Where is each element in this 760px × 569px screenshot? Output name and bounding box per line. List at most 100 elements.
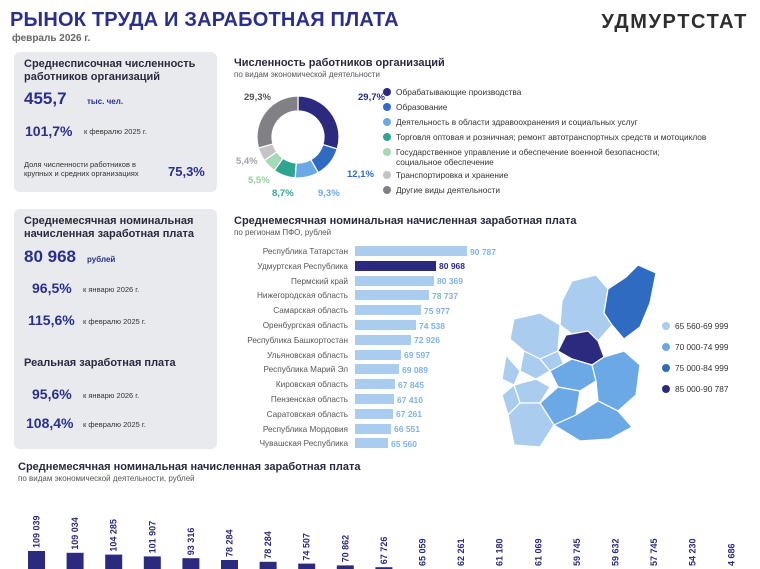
industry-bar [105,554,123,569]
region-bar [355,438,388,449]
donut-legend: Обрабатывающие производства Образование Де… [383,87,748,200]
employment-value: 455,7 [24,89,67,108]
region-bar [355,423,391,434]
donut-title: Численность работников организаций [234,57,445,69]
donut-value-label: 29,3% [244,92,271,103]
region-label: Республика Башкортостан [247,335,348,345]
region-label: Оренбургская область [262,321,348,330]
region-value-label: 67 261 [396,409,422,420]
legend-label: Деятельность в области здравоохранения и… [396,117,638,127]
legend-label: Государственное управление и обеспечение… [396,147,660,167]
real-wage-title: Реальная заработная плата [24,357,176,369]
region-bar [355,364,399,375]
region-label: Республика Татарстан [262,247,348,256]
industry-value-label: 67 726 [379,537,389,565]
industries-bar-chart: 109 039 109 034 104 285 101 907 93 316 78 284… [28,515,736,569]
legend-label: 65 560-69 999 [675,321,729,331]
region-bar [355,320,416,330]
real-wage-change2-value: 108,4% [26,415,74,431]
region-label: Ульяновская область [267,350,348,360]
donut-legend-item: Государственное управление и обеспечение… [383,147,748,167]
industry-value-label: 104 285 [109,519,119,552]
industry-value-label: 93 316 [186,528,196,556]
wage-unit: рублей [87,255,116,264]
donut-value-label: 5,5% [248,175,270,186]
legend-swatch [383,133,391,141]
map-region-kirov [559,274,613,342]
legend-swatch [662,343,670,351]
industry-bar [66,552,84,569]
legend-label: 70 000-74 999 [675,342,729,352]
donut-chart: 29,7% 12,1% 9,3% 8,7%5,5% 5,4% 29,3% [236,92,385,199]
industry-value-label: 74 507 [302,533,312,561]
map-region-bashkortostan [591,350,641,412]
legend-swatch [662,385,670,393]
industry-bar [336,565,354,569]
pfo-map [501,264,657,448]
wage-change1-value: 96,5% [32,280,72,296]
legend-label: Торговля оптовая и розничная; ремонт авт… [396,132,707,142]
region-value-label: 67 410 [397,394,423,405]
region-label: Самарская область [273,306,348,316]
region-value-label: 69 597 [404,350,430,361]
real-wage-change1-label: к январю 2026 г. [83,391,140,400]
regions-bar-chart: Республика Татарстан 90 787 Удмуртская Рес… [228,246,518,458]
industry-value-label: 109 034 [70,517,80,550]
legend-swatch [383,88,391,96]
region-value-label: 74 538 [419,320,445,331]
employment-title: Среднесписочная численность работников о… [24,58,196,83]
region-label: Республика Марий Эл [263,365,348,375]
wage-change2-value: 115,6% [28,312,75,328]
legend-label: 85 000-90 787 [675,384,729,394]
employment-change-label: к февралю 2025 г. [84,127,147,136]
region-value-label: 80 369 [437,276,463,287]
industry-value-label: 59 632 [611,538,621,566]
regions-title: Среднемесячная номинальная начисленная з… [234,215,577,227]
legend-swatch [383,118,391,126]
industry-value-label: 57 745 [649,538,659,566]
map-legend-item: 75 000-84 999 [662,363,729,373]
region-bar [355,334,411,345]
map-region-mordovia [501,353,521,386]
wage-change1-label: к январю 2026 г. [83,285,140,294]
region-bar [355,260,436,271]
wage-change2-label: к февралю 2025 г. [83,317,146,326]
donut-legend-item: Другие виды деятельности [383,185,748,195]
regions-subtitle: по регионам ПФО, рублей [234,228,332,237]
donut-value-label: 12,1% [347,169,374,180]
industry-value-label: 4 686 [726,543,736,566]
industry-bar [143,556,161,569]
industry-value-label: 54 230 [688,538,698,566]
employment-panel [14,52,217,192]
legend-label: Обрабатывающие производства [396,87,522,97]
legend-swatch [383,103,391,111]
region-label: Саратовская область [266,409,348,419]
region-value-label: 65 560 [391,438,417,449]
legend-swatch [662,364,670,372]
donut-value-label: 8,7% [272,188,294,199]
region-label: Пермский край [291,276,348,286]
real-wage-change1-value: 95,6% [32,386,72,402]
share-label: Доля численности работников в крупных и … [24,160,139,178]
legend-swatch [383,148,391,156]
industries-subtitle: по видам экономической деятельности, руб… [18,474,195,483]
industry-bar [28,551,45,569]
donut-slice [256,95,299,149]
industry-value-label: 61 069 [533,538,543,566]
industry-value-label: 78 284 [263,531,273,559]
page-title: РЫНОК ТРУДА И ЗАРАБОТНАЯ ПЛАТА [10,9,399,31]
donut-legend-item: Торговля оптовая и розничная; ремонт авт… [383,132,748,142]
donut-legend-item: Транспортировка и хранение [383,170,748,180]
legend-swatch [383,171,391,179]
region-bar [355,379,395,390]
map-region-chuvash [519,350,551,380]
share-value: 75,3% [168,164,205,179]
wage-value: 80 968 [24,247,76,266]
industry-bar [221,560,238,569]
industry-bar [375,567,393,569]
employment-change-value: 101,7% [25,123,73,139]
region-label: Кировская область [275,380,348,390]
map-region-perm [603,264,657,340]
donut-slice [297,95,340,150]
map-legend-item: 70 000-74 999 [662,342,729,352]
